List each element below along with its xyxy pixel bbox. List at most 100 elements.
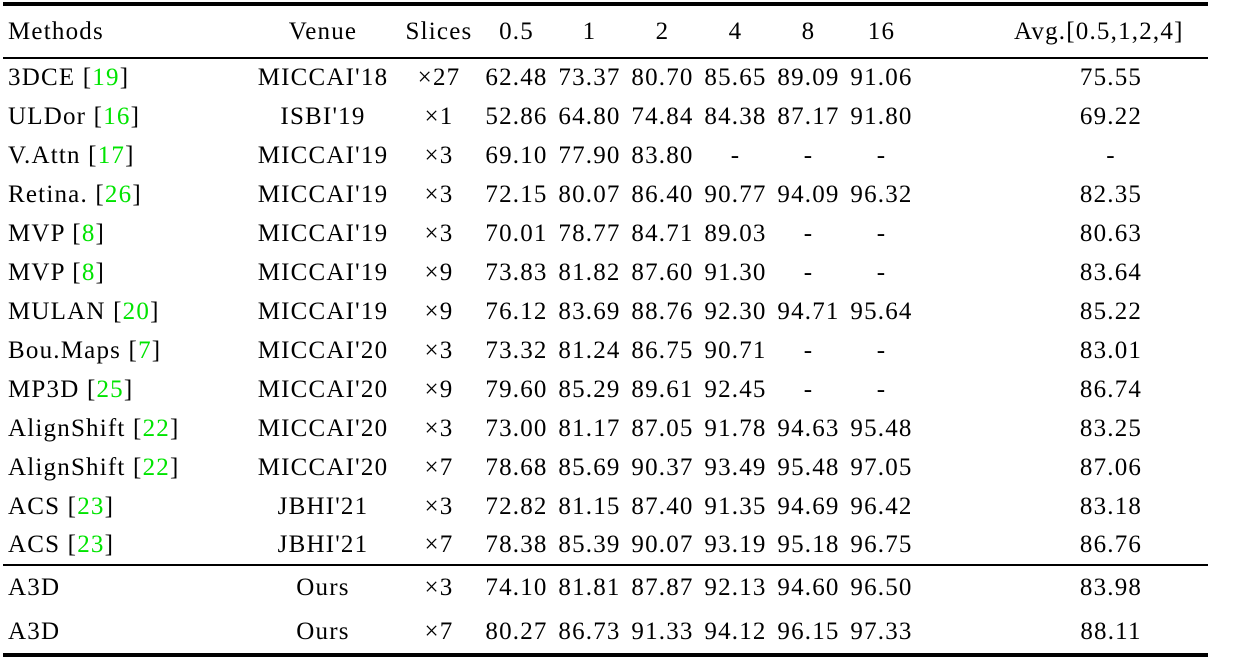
citation-link[interactable]: 26 xyxy=(104,180,133,208)
avg-value-cell: 83.64 xyxy=(1079,258,1143,286)
venue-cell: ISBI'19 xyxy=(280,102,366,130)
sensitivity-value-cell: 94.63 xyxy=(777,414,840,442)
sensitivity-value-cell: 85.65 xyxy=(704,64,767,91)
sensitivity-value-cell: 81.15 xyxy=(558,492,621,520)
sensitivity-value-cell: 87.87 xyxy=(631,574,694,601)
sensitivity-value-cell: 76.12 xyxy=(485,297,548,325)
table-row: V.Attn [17] MICCAI'19 ×3 69.10 77.90 83.80 - - -… xyxy=(3,136,1208,175)
slices-cell: ×3 xyxy=(424,180,454,208)
sensitivity-value-cell: 74.10 xyxy=(485,574,548,601)
method-name: Bou.Maps xyxy=(8,336,122,364)
sensitivity-value-cell: 87.17 xyxy=(777,102,840,130)
venue-cell: Ours xyxy=(296,617,350,645)
table-row: Retina. [26] MICCAI'19 ×3 72.15 80.07 86.40 90… xyxy=(3,175,1208,214)
avg-value-cell: 88.11 xyxy=(1080,617,1142,645)
sensitivity-value-cell: - xyxy=(730,141,741,169)
sensitivity-value-cell: 90.77 xyxy=(704,180,767,208)
slices-cell: ×7 xyxy=(424,453,454,481)
sensitivity-value-cell: 64.80 xyxy=(558,102,621,130)
venue-cell: MICCAI'18 xyxy=(257,64,389,91)
method-name: MP3D xyxy=(8,375,80,403)
citation-link[interactable]: 23 xyxy=(77,492,105,520)
method-cell: A3D xyxy=(3,610,248,655)
slices-cell: ×3 xyxy=(424,574,454,601)
sensitivity-value-cell: 96.75 xyxy=(850,531,913,558)
sensitivity-value-cell: 73.32 xyxy=(485,336,548,364)
sensitivity-value-cell: 90.71 xyxy=(704,336,767,364)
sensitivity-value-cell: 91.35 xyxy=(704,492,767,520)
sensitivity-value-cell: - xyxy=(803,375,814,403)
avg-value-cell: 80.63 xyxy=(1079,219,1143,247)
sensitivity-value-cell: 92.45 xyxy=(704,375,767,403)
sensitivity-value-cell: 73.37 xyxy=(558,64,621,91)
sensitivity-value-cell: 87.05 xyxy=(631,414,694,442)
venue-cell: Ours xyxy=(296,574,350,601)
sensitivity-value-cell: 96.42 xyxy=(850,492,913,520)
sensitivity-value-cell: 94.71 xyxy=(777,297,840,325)
slices-cell: ×7 xyxy=(424,531,454,558)
method-name: A3D xyxy=(8,574,61,601)
citation-link[interactable]: 8 xyxy=(81,258,96,286)
sensitivity-value-cell: 62.48 xyxy=(485,64,548,91)
sensitivity-value-cell: 85.39 xyxy=(558,531,621,558)
slices-cell: ×3 xyxy=(424,492,454,520)
method-cell: V.Attn [17] xyxy=(8,141,135,169)
citation-link[interactable]: 16 xyxy=(103,102,131,130)
col-header-iou-8: 8 xyxy=(801,17,816,45)
sensitivity-value-cell: 95.48 xyxy=(777,453,840,481)
citation-link[interactable]: 7 xyxy=(138,336,152,364)
sensitivity-value-cell: 84.71 xyxy=(631,219,694,247)
sensitivity-value-cell: - xyxy=(876,375,887,403)
sensitivity-value-cell: 89.61 xyxy=(631,375,694,403)
method-cell: MVP [8] xyxy=(8,258,106,286)
col-header-iou-2: 2 xyxy=(655,17,670,45)
sensitivity-value-cell: 87.60 xyxy=(631,258,694,286)
table-row: A3D Ours ×7 80.27 86.73 91.33 94.12 96.15 97.33 8… xyxy=(3,610,1208,655)
slices-cell: ×3 xyxy=(424,414,454,442)
avg-value-cell: 83.98 xyxy=(1079,574,1143,601)
sensitivity-value-cell: 83.80 xyxy=(631,141,694,169)
avg-value-cell: - xyxy=(1106,141,1116,169)
table-row: ULDor [16] ISBI'19 ×1 52.86 64.80 74.84 84.38 8… xyxy=(3,97,1208,136)
sensitivity-value-cell: 94.60 xyxy=(777,574,840,601)
slices-cell: ×27 xyxy=(417,64,461,91)
sensitivity-value-cell: 90.07 xyxy=(631,531,694,558)
citation-link[interactable]: 17 xyxy=(97,141,126,169)
citation-link[interactable]: 20 xyxy=(122,297,151,325)
method-name: ULDor xyxy=(8,102,87,130)
slices-cell: ×3 xyxy=(424,141,454,169)
citation-link[interactable]: 25 xyxy=(96,375,124,403)
table-row: ACS [23] JBHI'21 ×7 78.38 85.39 90.07 93.19 95.… xyxy=(3,526,1208,565)
sensitivity-value-cell: 93.19 xyxy=(704,531,767,558)
table-row: MULAN [20] MICCAI'19 ×9 76.12 83.69 88.76 92.3… xyxy=(3,292,1208,331)
sensitivity-value-cell: - xyxy=(803,141,814,169)
sensitivity-value-cell: 86.75 xyxy=(631,336,694,364)
method-cell: A3D xyxy=(3,565,248,610)
sensitivity-value-cell: 85.29 xyxy=(558,375,621,403)
method-name: ACS xyxy=(8,531,61,558)
table-row: Bou.Maps [7] MICCAI'20 ×3 73.32 81.24 86.75 90… xyxy=(3,331,1208,370)
method-cell: MP3D [25] xyxy=(8,375,134,403)
sensitivity-value-cell: 94.12 xyxy=(704,617,767,645)
sensitivity-value-cell: 93.49 xyxy=(704,453,767,481)
citation-link[interactable]: 19 xyxy=(92,64,120,91)
citation-link[interactable]: 22 xyxy=(142,453,170,481)
sensitivity-value-cell: 52.86 xyxy=(485,102,548,130)
sensitivity-value-cell: - xyxy=(876,336,887,364)
col-header-slices: Slices xyxy=(405,17,473,45)
venue-cell: MICCAI'20 xyxy=(257,375,389,403)
citation-link[interactable]: 22 xyxy=(142,414,170,442)
sensitivity-value-cell: 80.27 xyxy=(485,617,548,645)
venue-cell: MICCAI'19 xyxy=(257,258,389,286)
col-header-iou-16: 16 xyxy=(867,17,896,45)
method-cell: MULAN [20] xyxy=(8,297,160,325)
method-cell: AlignShift [22] xyxy=(8,453,180,481)
method-name: 3DCE xyxy=(8,64,76,91)
sensitivity-value-cell: 87.40 xyxy=(631,492,694,520)
sensitivity-value-cell: 85.69 xyxy=(558,453,621,481)
sensitivity-value-cell: - xyxy=(876,258,887,286)
citation-link[interactable]: 8 xyxy=(81,219,96,247)
citation-link[interactable]: 23 xyxy=(77,531,105,558)
table-header: Methods Venue Slices 0.5 1 2 4 8 16 Avg.… xyxy=(3,4,1208,58)
table-row: MVP [8] MICCAI'19 ×3 70.01 78.77 84.71 89.03 - -… xyxy=(3,214,1208,253)
